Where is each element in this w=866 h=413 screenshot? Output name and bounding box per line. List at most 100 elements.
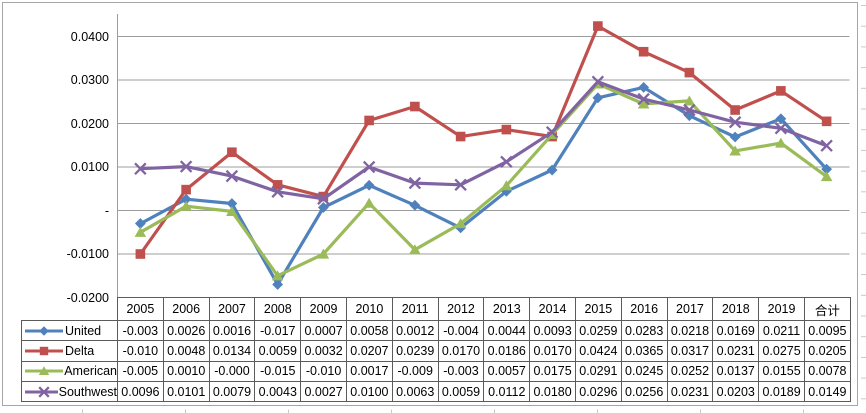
value-cell: 0.0100 bbox=[345, 380, 393, 403]
value-cell: 0.0186 bbox=[483, 340, 531, 362]
series-line-united bbox=[139, 85, 828, 286]
y-axis-label: 0.0100 bbox=[70, 160, 109, 174]
value-cell: -0.009 bbox=[391, 360, 439, 382]
chart-data-table: 2005 2006 2007 2008 2009 2010 2011 2012 2013 2014… bbox=[21, 297, 851, 403]
value-cell: 0.0207 bbox=[345, 340, 393, 362]
value-cell: -0.010 bbox=[117, 340, 164, 362]
year-column-header: 2014 bbox=[529, 297, 576, 321]
value-cell: -0.015 bbox=[254, 360, 302, 382]
delta-marker-icon bbox=[684, 67, 695, 78]
year-column-header: 2017 bbox=[666, 297, 714, 321]
delta-marker-icon bbox=[272, 180, 283, 190]
total-column-header: 合计 bbox=[803, 297, 851, 321]
american-marker-icon bbox=[134, 226, 147, 237]
value-cell: 0.0044 bbox=[483, 319, 531, 342]
value-cell: 0.0170 bbox=[437, 340, 485, 362]
table-row: Delta -0.010 0.0048 0.0134 0.0059 0.0032 0.020… bbox=[21, 340, 851, 362]
southwest-marker-icon bbox=[271, 185, 284, 199]
legend-label: Southwest bbox=[58, 384, 117, 399]
value-cell: 0.0043 bbox=[254, 380, 302, 403]
southwest-marker-icon bbox=[179, 160, 193, 173]
value-cell: 0.0149 bbox=[803, 380, 851, 403]
value-cell: 0.0259 bbox=[574, 319, 622, 342]
value-cell: -0.003 bbox=[437, 360, 485, 382]
delta-marker-icon bbox=[364, 115, 374, 126]
series-line-delta bbox=[139, 24, 828, 255]
value-cell: 0.0189 bbox=[758, 380, 805, 403]
american-marker-icon bbox=[775, 137, 787, 148]
value-cell: -0.005 bbox=[117, 360, 164, 382]
value-cell: 0.0291 bbox=[574, 360, 622, 382]
delta-marker-icon bbox=[410, 101, 420, 112]
value-cell: 0.0027 bbox=[300, 380, 347, 403]
american-legend-marker-icon bbox=[25, 366, 63, 376]
year-column-header: 2005 bbox=[117, 297, 164, 321]
y-axis-label: 0.0400 bbox=[70, 29, 109, 44]
southwest-marker-icon bbox=[362, 160, 376, 174]
series-line-southwest bbox=[140, 80, 828, 201]
value-cell: 0.0155 bbox=[758, 360, 805, 382]
value-cell: 0.0059 bbox=[254, 340, 302, 362]
united-marker-icon bbox=[500, 185, 512, 197]
american-marker-icon bbox=[363, 197, 375, 208]
value-cell: 0.0012 bbox=[391, 319, 439, 342]
american-marker-icon bbox=[409, 244, 421, 255]
series-southwest bbox=[134, 75, 833, 205]
united-legend-glyph bbox=[39, 325, 49, 336]
united-marker-icon bbox=[317, 202, 329, 213]
value-cell: 0.0175 bbox=[529, 360, 576, 382]
value-cell: 0.0112 bbox=[483, 380, 531, 403]
y-axis-label: -0.0200 bbox=[66, 290, 109, 305]
southwest-marker-icon bbox=[683, 103, 696, 117]
southwest-marker-icon bbox=[500, 155, 513, 168]
american-marker-icon bbox=[454, 218, 467, 229]
year-column-header: 2018 bbox=[712, 297, 760, 321]
year-column-header: 2013 bbox=[483, 297, 531, 321]
value-cell: 0.0283 bbox=[620, 319, 668, 342]
southwest-marker-icon bbox=[820, 139, 833, 152]
legend-label: United bbox=[65, 323, 102, 338]
united-marker-icon bbox=[821, 163, 833, 175]
delta-marker-icon bbox=[821, 116, 832, 127]
southwest-marker-icon bbox=[454, 178, 467, 192]
table-row: American -0.005 0.0010 -0.000 -0.015 -0.010 0.… bbox=[21, 360, 851, 382]
southwest-legend-marker-icon bbox=[25, 385, 58, 398]
year-column-header: 2011 bbox=[391, 297, 439, 321]
delta-marker-icon bbox=[730, 105, 740, 115]
legend-item-southwest: Southwest bbox=[21, 380, 118, 403]
southwest-marker-icon bbox=[408, 176, 422, 190]
american-marker-icon bbox=[729, 145, 741, 156]
southwest-marker-icon bbox=[134, 162, 147, 175]
table-row: United -0.003 0.0026 0.0016 -0.017 0.0007 0.00… bbox=[21, 319, 851, 342]
delta-legend-marker-icon bbox=[25, 346, 63, 356]
table-row: Southwest 0.0096 0.0101 0.0079 0.0043 0.0027 0… bbox=[21, 380, 851, 403]
value-cell: 0.0032 bbox=[300, 340, 347, 362]
value-cell: -0.010 bbox=[300, 360, 347, 382]
american-legend-glyph bbox=[38, 366, 50, 376]
southwest-marker-icon bbox=[225, 169, 239, 183]
united-marker-icon bbox=[134, 218, 146, 229]
value-cell: 0.0239 bbox=[391, 340, 439, 362]
value-cell: 0.0026 bbox=[162, 319, 210, 342]
american-marker-icon bbox=[271, 270, 284, 281]
american-marker-icon bbox=[317, 248, 330, 259]
value-cell: 0.0365 bbox=[620, 340, 668, 362]
worksheet-gridlines bbox=[82, 5, 866, 413]
legend-label: Delta bbox=[65, 343, 95, 358]
table-corner-cell bbox=[22, 298, 118, 321]
value-cell: 0.0218 bbox=[666, 319, 714, 342]
american-marker-icon bbox=[683, 95, 696, 106]
southwest-marker-icon bbox=[591, 75, 605, 88]
year-column-header: 2007 bbox=[208, 297, 256, 321]
value-cell: 0.0205 bbox=[803, 340, 851, 362]
value-cell: 0.0252 bbox=[666, 360, 714, 382]
value-cell: 0.0063 bbox=[391, 380, 439, 403]
value-cell: 0.0317 bbox=[666, 340, 714, 362]
american-marker-icon bbox=[500, 180, 513, 191]
value-cell: 0.0231 bbox=[712, 340, 760, 362]
value-cell: 0.0180 bbox=[529, 380, 576, 403]
value-cell: 0.0256 bbox=[620, 380, 668, 403]
value-cell: 0.0095 bbox=[803, 319, 851, 342]
value-cell: -0.000 bbox=[208, 360, 256, 382]
